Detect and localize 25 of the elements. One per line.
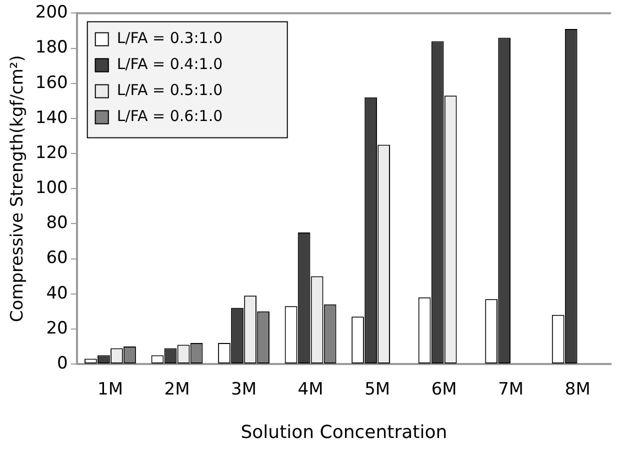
legend-label: L/FA = 0.4:1.0 [116, 55, 223, 74]
x-tick-label: 8M [564, 380, 590, 400]
x-tick-label: 1M [97, 380, 123, 400]
y-tick-label: 40 [46, 283, 68, 304]
x-tick-label: 4M [298, 380, 324, 400]
legend-label: L/FA = 0.6:1.0 [116, 107, 223, 126]
y-tick-label: 180 [35, 38, 68, 58]
y-tick-label: 80 [46, 213, 68, 234]
x-tick-label: 5M [364, 380, 390, 400]
x-tick-label: 6M [431, 380, 457, 400]
x-tick-label: 3M [231, 380, 257, 400]
x-axis-title: Solution Concentration [240, 422, 448, 443]
y-tick-label: 160 [35, 72, 68, 93]
y-tick-label: 0 [57, 353, 68, 374]
legend-label: L/FA = 0.3:1.0 [116, 29, 223, 48]
y-tick-label: 200 [35, 2, 68, 23]
y-tick-label: 140 [35, 108, 68, 128]
legend-label: L/FA = 0.5:1.0 [116, 81, 223, 100]
x-tick-label: 7M [498, 380, 524, 400]
x-tick-label: 2M [164, 380, 190, 400]
y-tick-label: 100 [35, 178, 68, 198]
y-tick-label: 120 [35, 142, 68, 163]
y-axis-title: Compressive Strength(kgf/cm²) [8, 55, 28, 322]
y-tick-label: 60 [46, 248, 68, 268]
y-tick-label: 20 [46, 318, 68, 338]
